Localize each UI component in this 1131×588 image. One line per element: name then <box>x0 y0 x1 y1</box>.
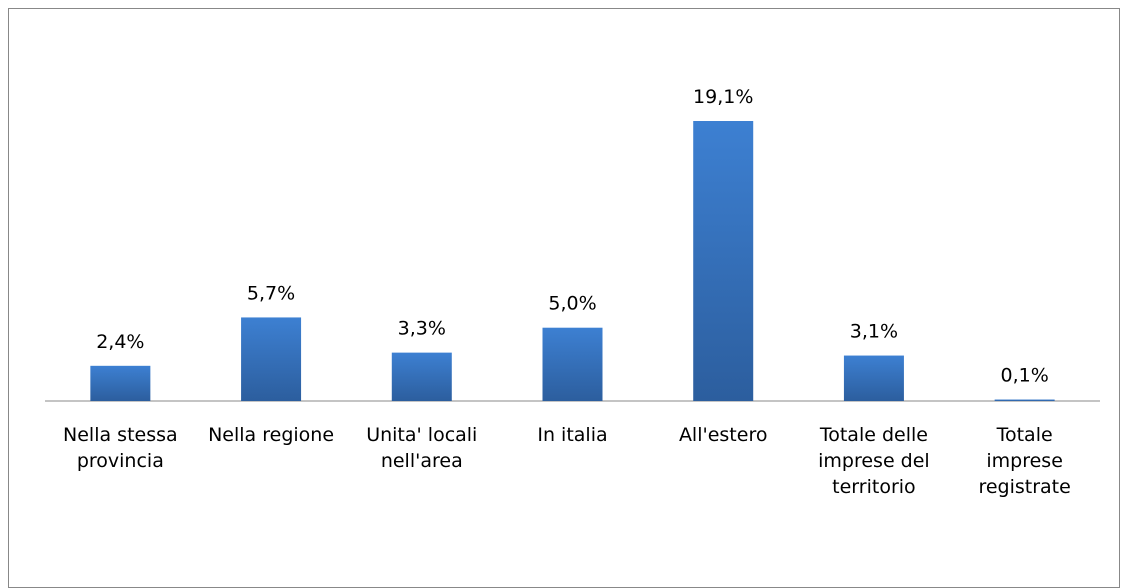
bar <box>994 399 1055 401</box>
bar <box>843 355 904 401</box>
x-tick-label: Totale imprese registrate <box>978 424 1071 498</box>
x-tick-label: In italia <box>537 424 608 446</box>
x-tick-label: Unita' locali nell'area <box>366 424 478 472</box>
bar <box>90 365 151 401</box>
value-label: 3,3% <box>398 318 446 340</box>
bar <box>542 327 603 401</box>
value-label: 3,1% <box>850 321 898 343</box>
bar <box>693 121 754 401</box>
value-label: 5,7% <box>247 282 295 304</box>
value-label: 5,0% <box>548 293 596 315</box>
bar <box>391 352 452 401</box>
x-tick-label: Nella stessa provincia <box>63 424 178 472</box>
bar <box>241 317 302 401</box>
value-label: 19,1% <box>693 86 753 108</box>
x-tick-label: Nella regione <box>208 424 335 446</box>
value-label: 2,4% <box>96 331 144 353</box>
x-tick-label: Totale delle imprese del territorio <box>818 424 930 498</box>
value-label: 0,1% <box>1001 365 1049 387</box>
x-tick-label: All'estero <box>678 424 768 446</box>
